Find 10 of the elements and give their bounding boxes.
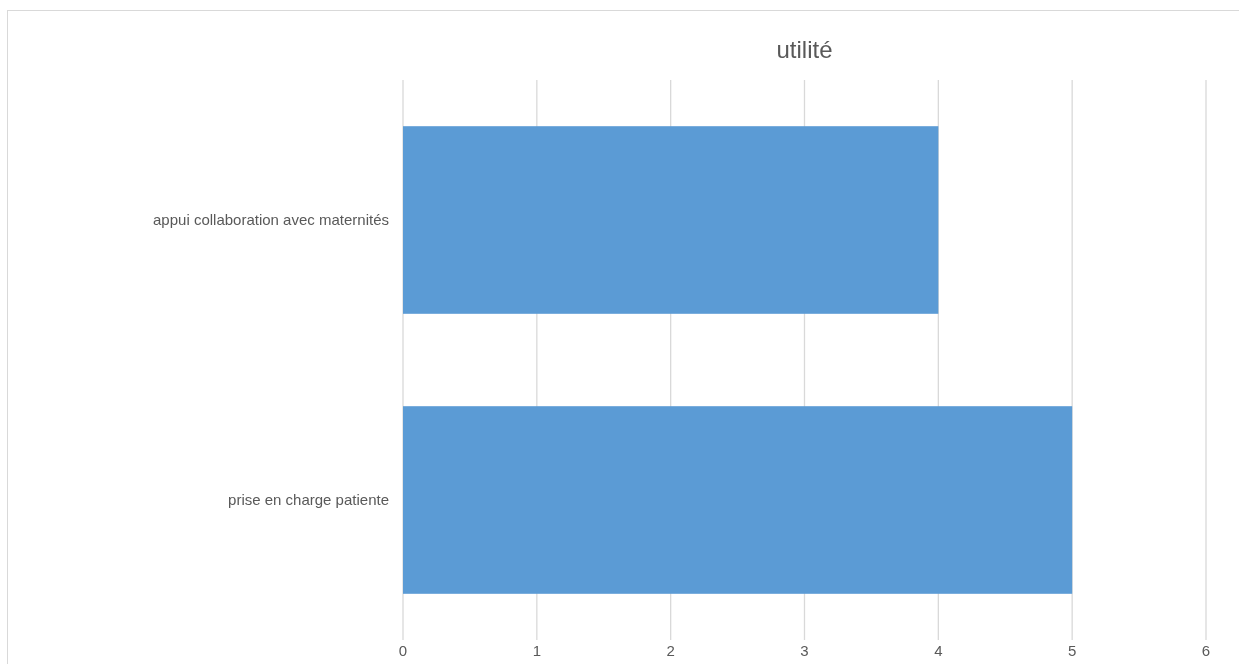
x-tick-label: 4 — [934, 642, 943, 659]
y-tick-label: prise en charge patiente — [228, 491, 389, 508]
x-tick-label: 5 — [1067, 642, 1077, 659]
x-tick-label: 0 — [398, 642, 408, 659]
x-tick-label: 2 — [666, 642, 675, 659]
x-tick-label: 3 — [800, 642, 809, 659]
chart-title: utilité — [776, 36, 833, 63]
y-tick-label: appui collaboration avec maternités — [153, 211, 389, 228]
x-tick-label: 6 — [1201, 642, 1211, 659]
x-tick-label: 1 — [532, 642, 542, 659]
